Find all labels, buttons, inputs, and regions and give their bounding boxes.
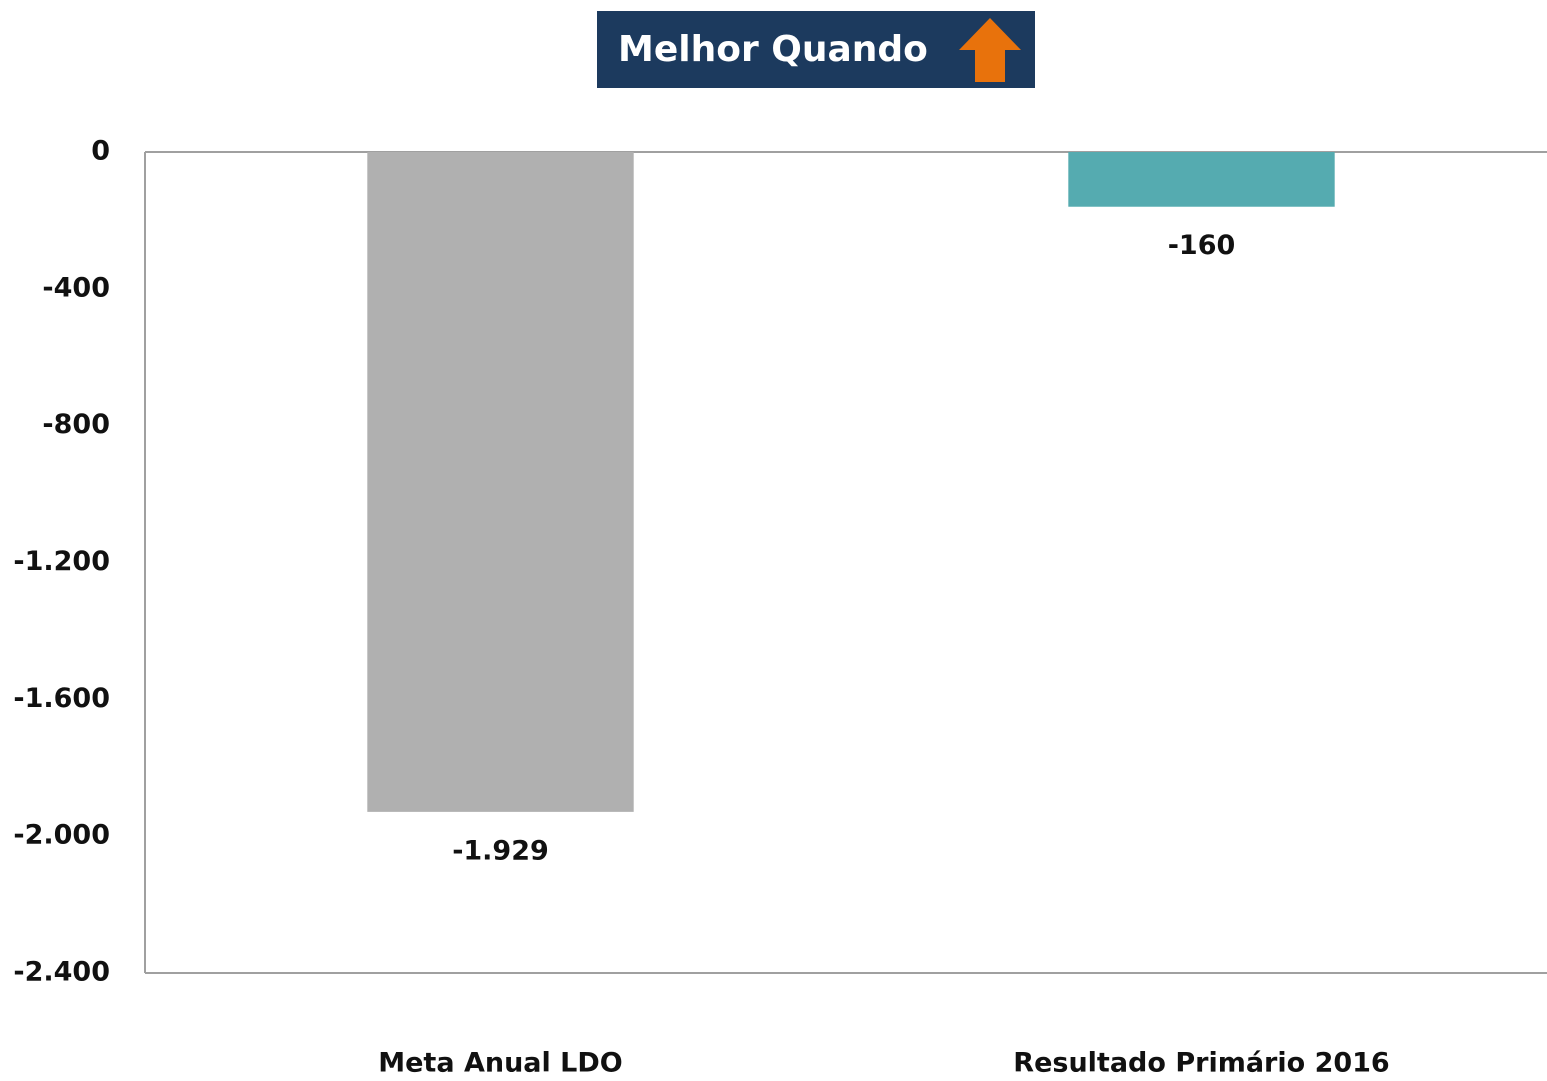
y-tick-label: -2.400 — [13, 957, 110, 988]
bar — [1068, 152, 1335, 207]
y-tick-label: 0 — [91, 136, 110, 167]
arrow-icon — [959, 18, 1021, 82]
value-label: -160 — [1168, 230, 1236, 261]
chart-title: Melhor Quando — [618, 29, 928, 70]
x-tick-label: Meta Anual LDO — [378, 1048, 623, 1079]
bar — [367, 152, 634, 812]
y-tick-label: -2.000 — [13, 820, 110, 851]
y-tick-label: -1.600 — [13, 683, 110, 714]
value-label: -1.929 — [452, 835, 549, 866]
y-tick-label: -400 — [42, 272, 110, 303]
y-tick-label: -1.200 — [13, 546, 110, 577]
y-tick-label: -800 — [42, 409, 110, 440]
x-tick-label: Resultado Primário 2016 — [1013, 1048, 1389, 1079]
